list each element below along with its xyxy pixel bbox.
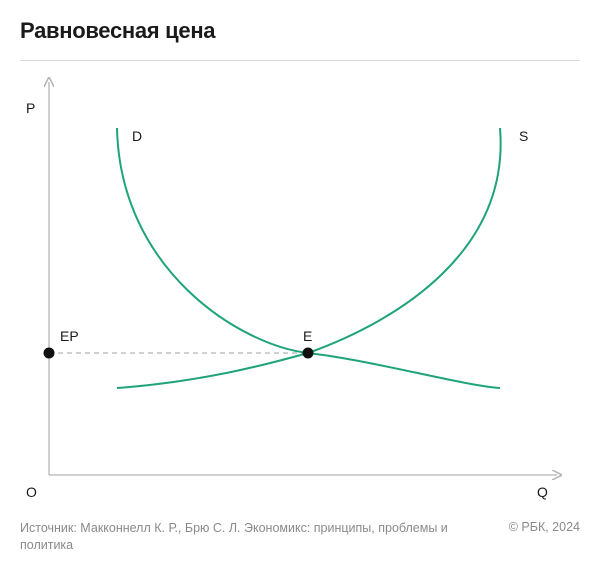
demand-curve: [116, 127, 501, 389]
demand-label: D: [132, 128, 142, 144]
x-axis-label: Q: [537, 484, 548, 500]
copyright-note: © РБК, 2024: [508, 520, 580, 534]
supply-curve: [116, 127, 502, 389]
y-axis-label: P: [26, 100, 35, 116]
origin-label: O: [26, 484, 37, 500]
equilibrium-price-label: EP: [60, 328, 79, 344]
supply-label: S: [519, 128, 528, 144]
equilibrium-label: E: [303, 328, 312, 344]
equilibrium-point: [302, 347, 314, 359]
equilibrium-price-point: [43, 347, 55, 359]
source-note: Источник: Макконнелл К. Р., Брю С. Л. Эк…: [20, 521, 448, 552]
page-title: Равновесная цена: [20, 18, 216, 43]
title-divider: [20, 60, 580, 61]
